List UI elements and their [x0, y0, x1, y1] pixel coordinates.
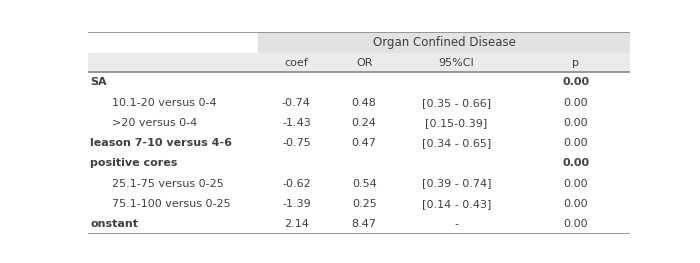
Text: -0.62: -0.62	[282, 179, 311, 189]
Text: [0.15-0.39]: [0.15-0.39]	[426, 118, 487, 128]
Text: 8.47: 8.47	[351, 219, 377, 229]
Text: 0.00: 0.00	[564, 199, 588, 209]
Text: 0.25: 0.25	[352, 199, 377, 209]
Text: [0.34 - 0.65]: [0.34 - 0.65]	[422, 138, 491, 148]
Text: 75.1-100 versus 0-25: 75.1-100 versus 0-25	[112, 199, 230, 209]
Bar	[88, 93, 630, 113]
Bar	[88, 72, 630, 93]
Text: Organ Confined Disease: Organ Confined Disease	[373, 36, 516, 49]
Text: [0.35 - 0.66]: [0.35 - 0.66]	[422, 98, 491, 108]
Text: -0.74: -0.74	[282, 98, 311, 108]
Text: 0.47: 0.47	[351, 138, 377, 148]
Bar	[88, 133, 630, 153]
Text: 0.54: 0.54	[352, 179, 377, 189]
Text: -1.43: -1.43	[282, 118, 311, 128]
Text: -: -	[454, 219, 458, 229]
Text: 0.48: 0.48	[351, 98, 377, 108]
Bar	[88, 173, 630, 194]
Text: leason 7-10 versus 4-6: leason 7-10 versus 4-6	[90, 138, 232, 148]
Bar	[88, 214, 630, 234]
Text: 0.00: 0.00	[564, 219, 588, 229]
Text: >20 versus 0-4: >20 versus 0-4	[112, 118, 197, 128]
Text: 0.24: 0.24	[351, 118, 377, 128]
Text: 10.1-20 versus 0-4: 10.1-20 versus 0-4	[112, 98, 216, 108]
Text: p: p	[573, 58, 580, 68]
Text: [0.39 - 0.74]: [0.39 - 0.74]	[421, 179, 491, 189]
Bar	[88, 53, 630, 72]
Text: onstant: onstant	[90, 219, 138, 229]
Text: -1.39: -1.39	[282, 199, 311, 209]
Text: positive cores: positive cores	[90, 158, 178, 168]
Text: [0.14 - 0.43]: [0.14 - 0.43]	[421, 199, 491, 209]
Text: OR: OR	[356, 58, 372, 68]
Bar	[258, 32, 630, 53]
Text: 0.00: 0.00	[564, 118, 588, 128]
Bar	[88, 113, 630, 133]
Text: 0.00: 0.00	[562, 158, 589, 168]
Text: 0.00: 0.00	[564, 138, 588, 148]
Text: 0.00: 0.00	[562, 78, 589, 88]
Text: 2.14: 2.14	[284, 219, 309, 229]
Text: 95%CI: 95%CI	[438, 58, 475, 68]
Bar	[88, 153, 630, 173]
Bar	[88, 194, 630, 214]
Text: -0.75: -0.75	[282, 138, 311, 148]
Text: SA: SA	[90, 78, 107, 88]
Text: coef: coef	[284, 58, 308, 68]
Text: 0.00: 0.00	[564, 98, 588, 108]
Text: 0.00: 0.00	[564, 179, 588, 189]
Text: 25.1-75 versus 0-25: 25.1-75 versus 0-25	[112, 179, 224, 189]
